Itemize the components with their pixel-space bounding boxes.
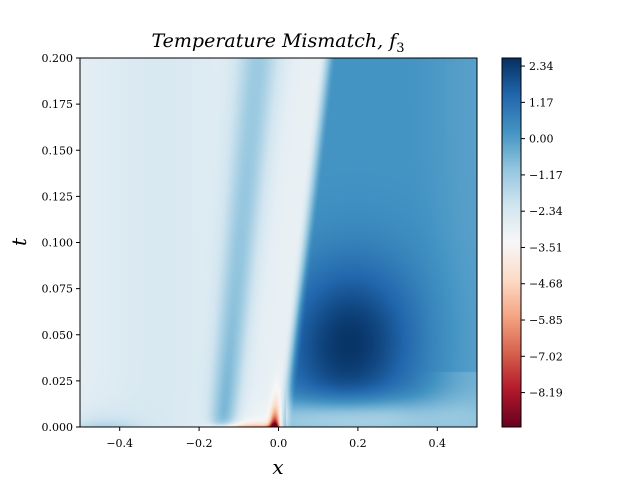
colorbar-tick-label: −2.34 <box>529 205 563 218</box>
x-tick-label: 0.0 <box>270 437 288 450</box>
x-axis-label: x <box>272 455 283 479</box>
colorbar-tick-label: 2.34 <box>529 60 554 73</box>
y-tick-label: 0.200 <box>42 52 74 65</box>
y-axis-label: t <box>7 237 31 246</box>
colorbar-tick-label: −7.02 <box>529 350 563 363</box>
y-tick-label: 0.150 <box>42 144 74 157</box>
y-tick-label: 0.025 <box>42 375 74 388</box>
y-tick-label: 0.075 <box>42 283 74 296</box>
y-tick-label: 0.050 <box>42 329 74 342</box>
chart-title: Temperature Mismatch, f3 <box>151 30 404 56</box>
colorbar-tick-label: −3.51 <box>529 241 563 254</box>
chart-title-main: Temperature Mismatch, <box>151 30 389 52</box>
chart-title-sub: 3 <box>396 41 404 56</box>
chart-title-var: f <box>387 30 399 52</box>
colorbar-tick-label: 1.17 <box>529 96 554 109</box>
colorbar-tick-label: −4.68 <box>529 278 563 291</box>
x-tick-label: 0.2 <box>349 437 367 450</box>
colorbar-tick-label: −5.85 <box>529 314 563 327</box>
y-tick-label: 0.100 <box>42 237 74 250</box>
colorbar-ticks: 2.34 1.17 0.00 −1.17 −2.34 −3.51 −4.68 −5.85 −7.… <box>521 60 563 400</box>
plot-area <box>79 57 478 428</box>
y-tick-label: 0.175 <box>42 98 74 111</box>
y-tick-label: 0.125 <box>42 190 74 203</box>
y-tick-label: 0.000 <box>42 421 74 434</box>
x-axis-ticks: −0.4 −0.2 0.0 0.2 0.4 <box>106 427 446 450</box>
heatmap-canvas <box>80 58 477 427</box>
colorbar-frame <box>501 57 522 428</box>
y-axis-ticks: 0.000 0.025 0.050 0.075 0.100 0.125 0.150 0.175… <box>42 52 80 434</box>
colorbar-tick-label: −8.19 <box>529 387 563 400</box>
heatmap-image <box>80 58 477 427</box>
x-tick-label: −0.2 <box>186 437 213 450</box>
colorbar-tick-label: −1.17 <box>529 169 563 182</box>
colorbar-fill <box>502 58 521 427</box>
x-tick-label: −0.4 <box>106 437 133 450</box>
x-tick-label: 0.4 <box>429 437 447 450</box>
colorbar: 2.34 1.17 0.00 −1.17 −2.34 −3.51 −4.68 −5.85 −7.… <box>501 57 563 428</box>
colorbar-tick-label: 0.00 <box>529 133 554 146</box>
